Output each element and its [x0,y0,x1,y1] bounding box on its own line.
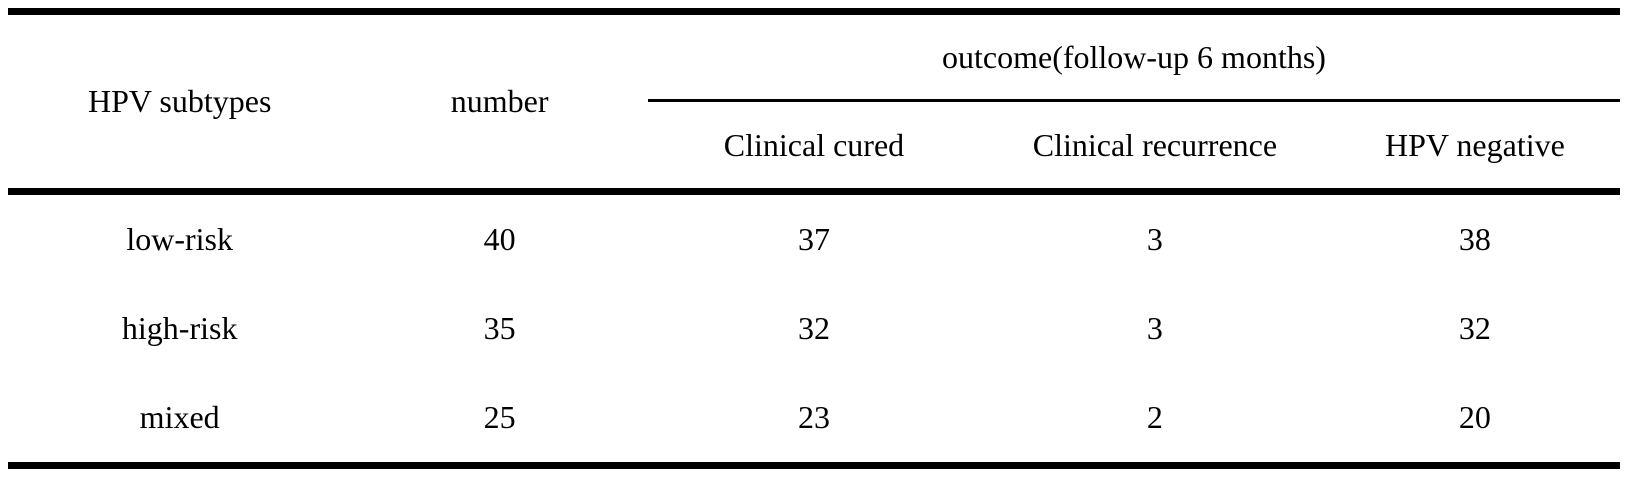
column-group-header-outcome: outcome(follow-up 6 months) [647,11,1620,102]
cell-clinical-recurrence: 2 [980,373,1330,469]
cell-hpv-negative: 20 [1329,373,1620,469]
table-row-low-risk: low-risk 40 37 3 38 [8,192,1620,285]
table-row-high-risk: high-risk 35 32 3 32 [8,284,1620,373]
cell-number: 25 [351,373,648,469]
hpv-outcomes-table: HPV subtypes number outcome(follow-up 6 … [8,8,1620,469]
cell-subtype: mixed [8,373,352,469]
table-row-mixed: mixed 25 23 2 20 [8,373,1620,469]
table-header: HPV subtypes number outcome(follow-up 6 … [8,11,1620,195]
cell-clinical-cured: 37 [797,221,830,257]
column-header-clinical-cured: Clinical cured [647,100,980,195]
cell-subtype: low-risk [126,221,233,257]
cell-hpv-negative: 32 [1458,310,1491,346]
table-body: low-risk 40 37 3 38 high-risk 35 32 3 32… [8,192,1620,469]
cell-clinical-recurrence: 3 [1146,310,1163,346]
table-header-sub-row: Clinical cured Clinical recurrence HPV n… [8,100,1620,195]
cell-clinical-recurrence: 3 [1146,221,1163,257]
column-header-hpv-subtypes: HPV subtypes [8,11,352,195]
column-header-clinical-recurrence: Clinical recurrence [980,100,1330,195]
cell-number: 40 [483,221,516,257]
cell-clinical-cured: 32 [797,310,830,346]
column-header-hpv-negative: HPV negative [1329,100,1620,195]
cell-hpv-negative: 38 [1458,221,1491,257]
table-header-group-row: HPV subtypes number outcome(follow-up 6 … [8,11,1620,195]
cell-number: 35 [483,310,516,346]
column-header-number: number [351,11,648,195]
cell-subtype: high-risk [121,310,238,346]
cell-clinical-cured: 23 [647,373,980,469]
